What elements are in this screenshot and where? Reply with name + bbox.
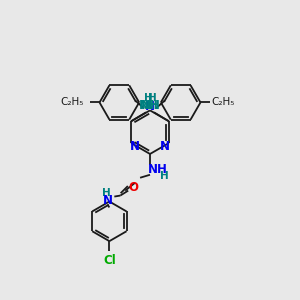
Text: C₂H₅: C₂H₅ — [60, 98, 84, 107]
Text: H: H — [160, 171, 169, 181]
Text: H: H — [144, 94, 152, 103]
Text: Cl: Cl — [103, 254, 116, 267]
Text: N: N — [130, 140, 140, 152]
Text: N: N — [102, 194, 112, 207]
Text: NH: NH — [141, 99, 161, 112]
Text: N: N — [160, 140, 170, 152]
Text: C₂H₅: C₂H₅ — [212, 98, 235, 107]
Text: H: H — [102, 188, 111, 198]
Text: O: O — [128, 181, 138, 194]
Text: H: H — [148, 94, 156, 103]
Text: NH: NH — [148, 163, 168, 176]
Text: N: N — [145, 100, 155, 113]
Text: NH: NH — [139, 99, 159, 112]
